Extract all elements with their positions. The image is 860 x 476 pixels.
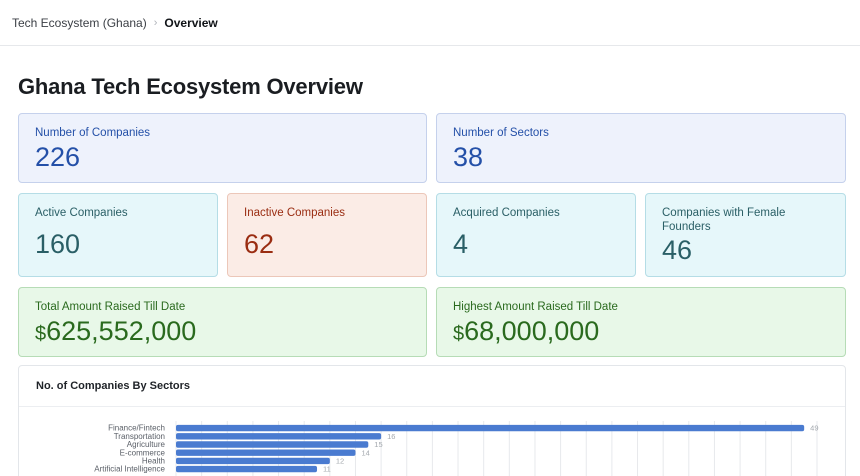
chart-bar [176, 457, 330, 465]
stat-label: Companies with Female Founders [662, 207, 786, 233]
stat-value: 38 [453, 142, 484, 172]
stat-card-female-founders: Companies with Female Founders 46 [645, 193, 846, 277]
chart-category-label: Health [142, 457, 165, 466]
chart-bar [176, 433, 382, 440]
stat-value: 62 [244, 229, 275, 259]
currency-symbol: $ [453, 323, 465, 345]
stat-card-active: Active Companies 160 [18, 193, 218, 277]
stat-card-highest-raised: Highest Amount Raised Till Date $68,000,… [436, 287, 846, 357]
chevron-right-icon: › [153, 16, 158, 29]
divider [19, 406, 845, 407]
chart-title: No. of Companies By Sectors [36, 380, 191, 392]
breadcrumb-root-link[interactable]: Tech Ecosystem (Ghana) [12, 15, 147, 30]
chart-bar [176, 441, 369, 448]
stat-value: 68,000,000 [464, 316, 600, 346]
chart-category-label: Agriculture [127, 440, 166, 449]
stat-label: Number of Companies [35, 127, 151, 139]
chart-bar [176, 449, 356, 456]
chart-category-label: Finance/Fintech [108, 424, 165, 433]
stat-card-companies: Number of Companies 226 [18, 113, 427, 183]
stat-value: 160 [35, 229, 81, 259]
sector-chart-card: No. of Companies By Sectors Finance/Fint… [18, 365, 846, 476]
chart-bar [176, 465, 318, 473]
breadcrumb: Tech Ecosystem (Ghana) › Overview [0, 0, 860, 46]
stat-label: Number of Sectors [453, 127, 549, 139]
stat-label: Highest Amount Raised Till Date [453, 301, 618, 313]
stat-card-total-raised: Total Amount Raised Till Date $625,552,0… [18, 287, 427, 357]
sector-bar-chart: Finance/Fintech 49 Transportation 16 Agricul… [94, 421, 819, 476]
stat-value: 226 [35, 142, 81, 172]
stat-value: 625,552,000 [46, 316, 197, 346]
stat-card-inactive: Inactive Companies 62 [227, 193, 427, 277]
page-title: Ghana Tech Ecosystem Overview [18, 74, 363, 99]
stat-label: Active Companies [35, 207, 128, 219]
stat-label: Inactive Companies [244, 207, 345, 219]
stat-card-sectors: Number of Sectors 38 [436, 113, 846, 183]
chart-data-label: 12 [336, 457, 344, 466]
chart-data-label: 14 [361, 448, 369, 457]
stat-label: Total Amount Raised Till Date [35, 301, 186, 313]
stat-value: 4 [453, 229, 469, 259]
chart-category-label: E-commerce [120, 448, 166, 457]
stat-value: 46 [662, 235, 693, 265]
chart-bar [176, 424, 805, 432]
breadcrumb-current: Overview [164, 15, 218, 30]
chart-data-label: 16 [387, 432, 395, 441]
chart-data-label: 15 [374, 440, 382, 449]
stat-label: Acquired Companies [453, 207, 560, 219]
chart-data-label: 11 [323, 465, 331, 474]
currency-symbol: $ [35, 323, 47, 345]
stat-card-acquired: Acquired Companies 4 [436, 193, 636, 277]
chart-category-label: Transportation [114, 432, 165, 441]
chart-category-label: Artificial Intelligence [94, 465, 165, 474]
chart-data-label: 49 [810, 424, 818, 433]
